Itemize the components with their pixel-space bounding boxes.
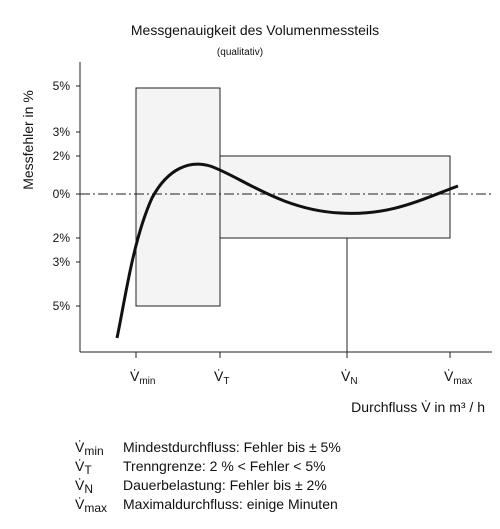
x-tick-label: V̇min — [130, 368, 155, 387]
y-tick-label: 3% — [53, 125, 71, 139]
legend-text: Trenngrenze: 2 % < Fehler < 5% — [123, 458, 326, 474]
symbol: V̇ — [214, 368, 224, 384]
x-tick-label: V̇T — [214, 368, 229, 387]
symbol: V̇ — [75, 439, 85, 455]
tolerance-box-low — [135, 87, 221, 307]
legend-text: Maximaldurchfluss: einige Minuten — [123, 496, 338, 512]
title: Messgenauigkeit des Volumenmessteils — [131, 22, 379, 38]
symbol: V̇ — [75, 496, 85, 512]
subscript: min — [139, 376, 155, 387]
legend-symbol: V̇T — [75, 458, 92, 477]
y-axis-label: Messfehler in % — [20, 90, 36, 190]
subscript: max — [84, 501, 107, 515]
x-tick-labels: V̇min V̇T V̇N V̇max — [130, 368, 472, 387]
subscript: T — [84, 463, 92, 477]
x-tick-label: V̇max — [444, 368, 472, 387]
y-tick-label: 5% — [53, 299, 71, 313]
subscript: max — [453, 376, 472, 387]
symbol: V̇ — [130, 368, 140, 384]
subscript: min — [84, 444, 103, 458]
y-tick-label: 3% — [53, 255, 71, 269]
subtitle: (qualitativ) — [217, 47, 263, 58]
symbol: V̇ — [75, 477, 85, 493]
y-tick-label: 5% — [53, 79, 71, 93]
subscript: T — [223, 376, 229, 387]
subscript: N — [350, 376, 357, 387]
y-tick-label: 2% — [53, 231, 71, 245]
legend-symbol: V̇min — [75, 439, 104, 458]
legend-text: Mindestdurchfluss: Fehler bis ± 5% — [123, 439, 341, 455]
symbol: V̇ — [341, 368, 351, 384]
symbol: V̇ — [75, 458, 85, 474]
symbol: V̇ — [444, 368, 454, 384]
x-ticks — [135, 352, 451, 358]
y-tick-label: 2% — [53, 149, 71, 163]
tolerance-box-high — [219, 155, 451, 239]
legend-symbol: V̇N — [75, 477, 93, 496]
legend: V̇min Mindestdurchfluss: Fehler bis ± 5%V… — [75, 439, 341, 515]
y-tick-label: 0% — [53, 187, 71, 201]
error-curve — [115, 162, 459, 339]
legend-symbol: V̇max — [75, 496, 107, 515]
x-axis-label: Durchfluss V̇ in m³ / h — [351, 399, 485, 415]
y-ticks: 5% 3% 2% 0% 2% 3% 5% — [53, 79, 80, 313]
subscript: N — [84, 482, 93, 496]
legend-text: Dauerbelastung: Fehler bis ± 2% — [123, 477, 327, 493]
x-tick-label: V̇N — [341, 368, 358, 387]
